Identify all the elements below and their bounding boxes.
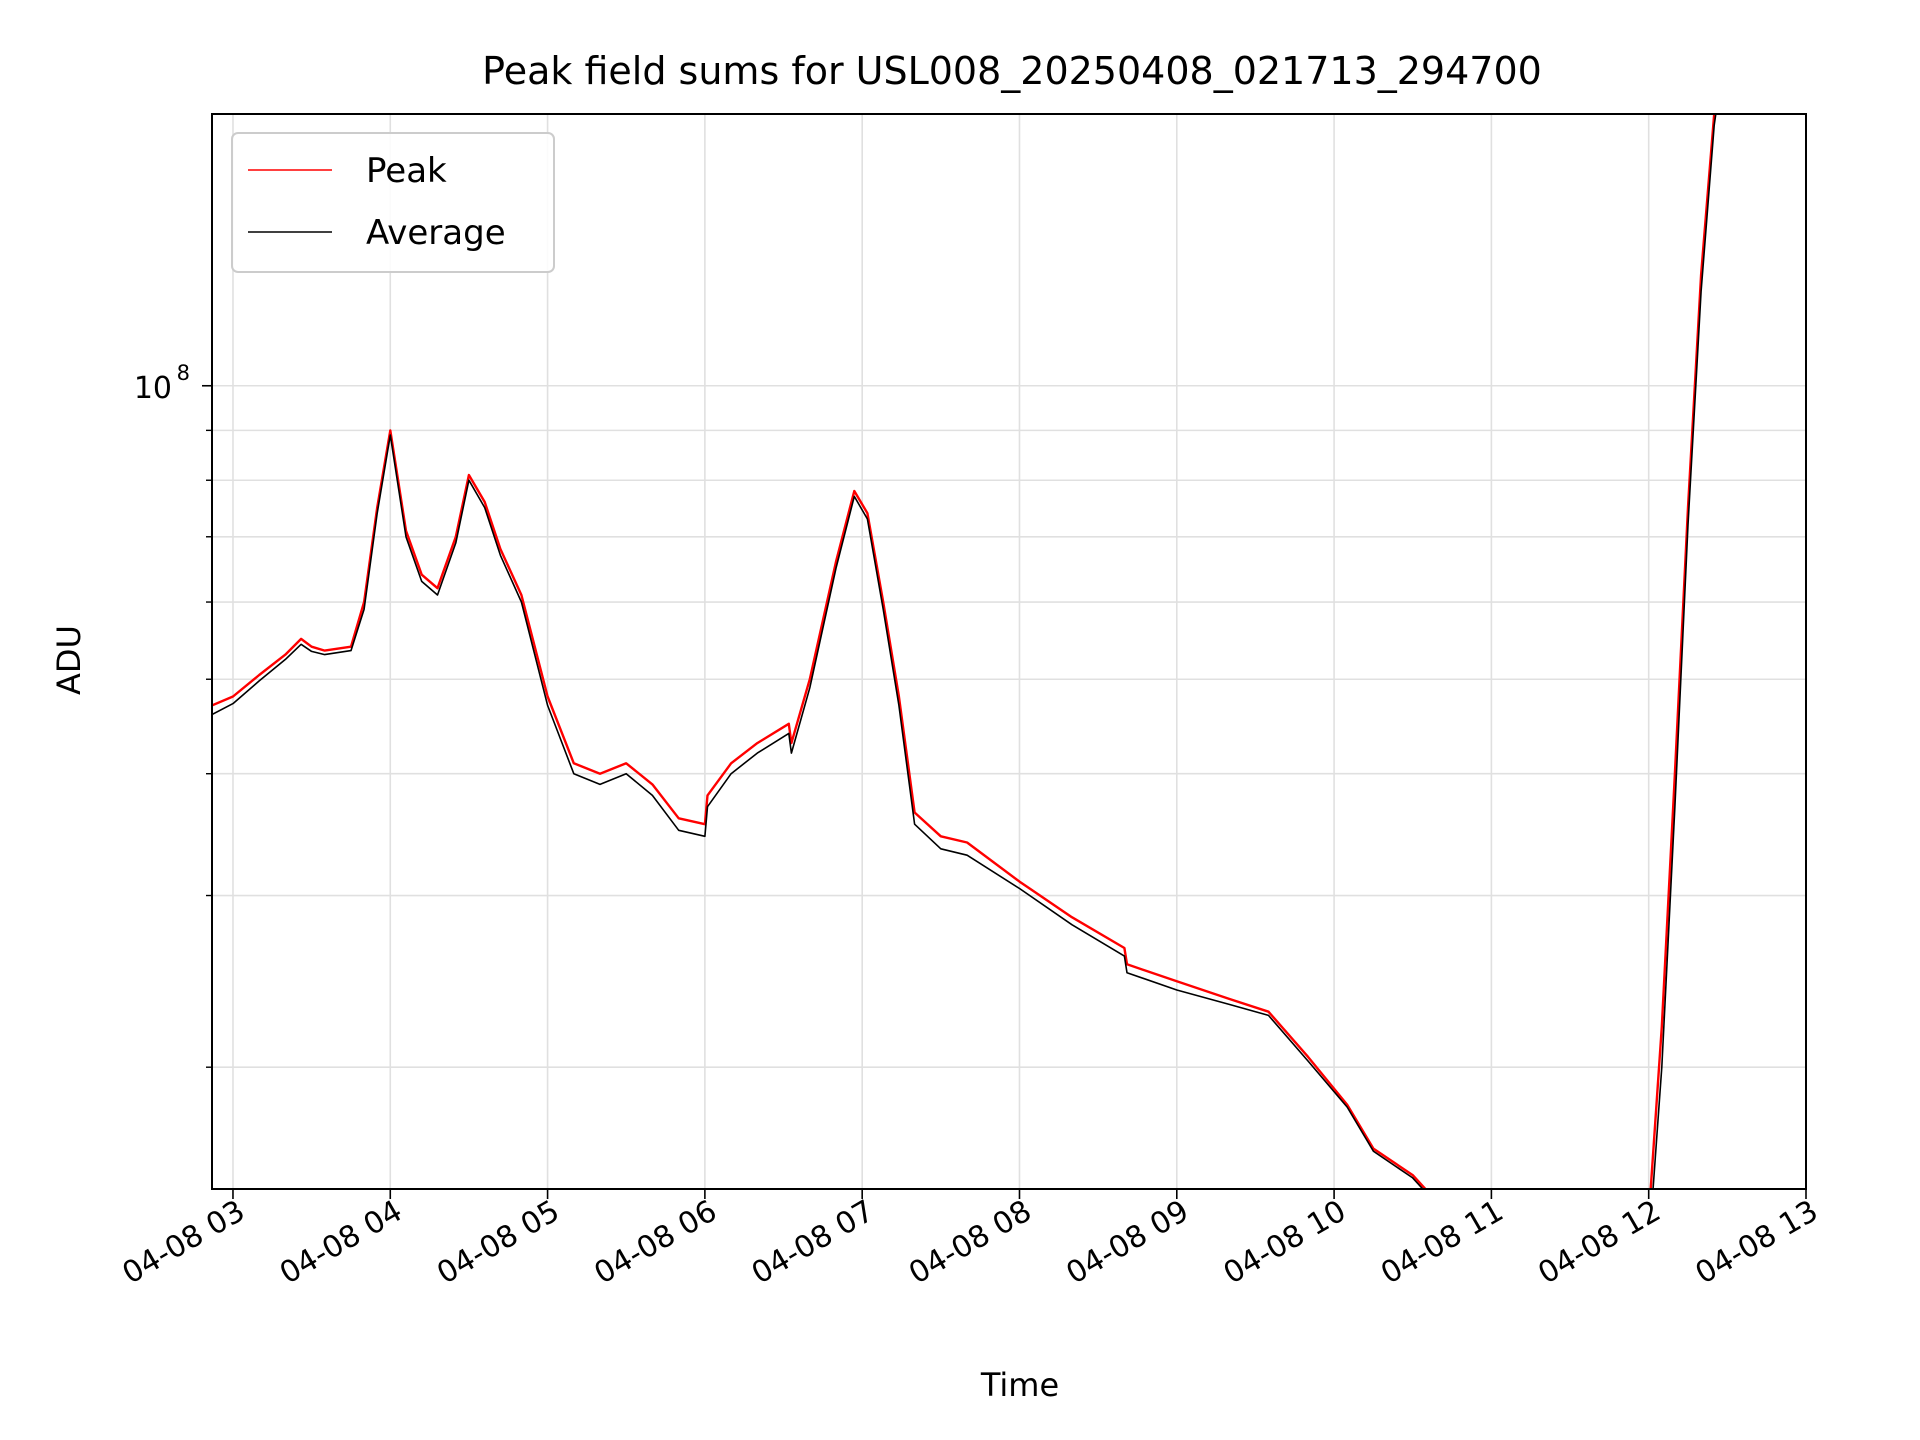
chart-title: Peak field sums for USL008_20250408_0217… [482,49,1542,93]
series-line-peak [212,114,1716,1189]
y-tick-label-exponent: 8 [177,361,190,385]
plot-frame [211,113,1807,1190]
legend: Peak Average [231,132,555,273]
x-axis-label: Time [980,1366,1059,1404]
y-axis: 10 8 [134,361,212,1068]
series-layer [212,114,1717,1189]
legend-box [231,132,555,273]
y-axis-label: ADU [50,625,88,695]
legend-label-average: Average [366,213,506,253]
legend-label-peak: Peak [366,151,447,191]
series-line-average [212,114,1717,1189]
y-tick-label: 10 [134,371,172,406]
